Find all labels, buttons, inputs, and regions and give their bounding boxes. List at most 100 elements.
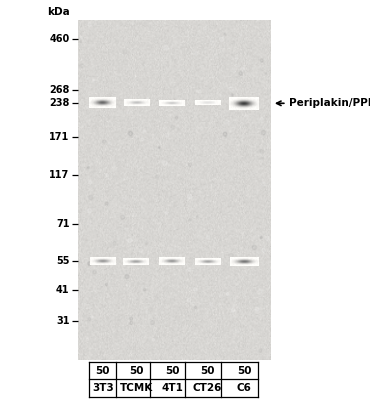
Circle shape — [137, 261, 138, 263]
Circle shape — [143, 130, 145, 132]
Circle shape — [89, 195, 93, 200]
Circle shape — [204, 27, 206, 30]
Circle shape — [87, 209, 91, 213]
Circle shape — [209, 302, 213, 306]
Text: 55: 55 — [56, 256, 70, 266]
Circle shape — [241, 68, 244, 70]
Circle shape — [260, 236, 262, 239]
Circle shape — [235, 329, 238, 333]
Circle shape — [239, 72, 242, 75]
Circle shape — [151, 321, 154, 325]
Circle shape — [123, 179, 125, 180]
Circle shape — [88, 262, 91, 266]
Circle shape — [171, 125, 175, 129]
Text: 50: 50 — [95, 366, 110, 376]
Circle shape — [93, 44, 96, 47]
Circle shape — [253, 331, 257, 335]
Circle shape — [88, 23, 91, 26]
Circle shape — [262, 248, 265, 252]
Circle shape — [134, 136, 137, 139]
Circle shape — [92, 79, 94, 81]
Circle shape — [112, 242, 116, 246]
Circle shape — [80, 64, 84, 68]
Circle shape — [187, 36, 189, 38]
Circle shape — [188, 194, 192, 199]
Text: 460: 460 — [49, 34, 70, 44]
Circle shape — [255, 307, 259, 311]
Text: 50: 50 — [237, 366, 251, 376]
Circle shape — [147, 252, 149, 254]
Circle shape — [252, 245, 256, 250]
Circle shape — [258, 290, 262, 294]
Circle shape — [206, 236, 210, 239]
Circle shape — [106, 174, 108, 177]
Circle shape — [235, 64, 238, 67]
Circle shape — [188, 268, 191, 272]
Circle shape — [196, 216, 198, 218]
Circle shape — [166, 134, 169, 137]
Circle shape — [187, 298, 191, 302]
Text: kDa: kDa — [47, 7, 70, 17]
Circle shape — [125, 274, 129, 279]
Text: TCMK: TCMK — [120, 383, 153, 393]
Circle shape — [112, 105, 116, 109]
Circle shape — [139, 249, 143, 253]
Circle shape — [261, 182, 265, 186]
Circle shape — [188, 163, 191, 166]
Circle shape — [132, 213, 136, 217]
Circle shape — [198, 90, 201, 93]
Text: C6: C6 — [237, 383, 252, 393]
Circle shape — [210, 215, 212, 218]
Circle shape — [240, 34, 242, 36]
Circle shape — [232, 69, 235, 73]
Circle shape — [144, 288, 146, 291]
Circle shape — [210, 41, 214, 46]
Text: 238: 238 — [49, 98, 70, 108]
Circle shape — [194, 52, 198, 55]
Circle shape — [147, 98, 149, 100]
Circle shape — [122, 196, 127, 201]
Text: 31: 31 — [56, 316, 70, 326]
Circle shape — [93, 276, 95, 278]
Circle shape — [226, 293, 229, 295]
Text: 4T1: 4T1 — [161, 383, 183, 393]
Circle shape — [265, 72, 266, 74]
Circle shape — [130, 321, 133, 325]
Circle shape — [240, 258, 243, 262]
Circle shape — [109, 178, 110, 180]
Circle shape — [147, 346, 150, 349]
Circle shape — [141, 138, 144, 141]
Circle shape — [81, 37, 83, 38]
Circle shape — [162, 161, 167, 165]
Circle shape — [245, 114, 248, 118]
Circle shape — [260, 118, 263, 120]
Text: 117: 117 — [49, 170, 70, 180]
Circle shape — [87, 166, 89, 169]
Circle shape — [155, 175, 158, 178]
Text: 171: 171 — [49, 132, 70, 142]
Circle shape — [133, 51, 136, 54]
Circle shape — [80, 41, 81, 42]
Circle shape — [105, 202, 108, 205]
Text: 71: 71 — [56, 219, 70, 229]
Circle shape — [194, 306, 196, 309]
Text: 50: 50 — [129, 366, 144, 376]
Circle shape — [128, 238, 132, 242]
Circle shape — [223, 132, 227, 136]
Circle shape — [89, 181, 92, 184]
Text: 268: 268 — [49, 85, 70, 95]
Circle shape — [88, 221, 91, 225]
Circle shape — [121, 215, 125, 219]
Circle shape — [131, 337, 135, 342]
Text: CT26: CT26 — [193, 383, 222, 393]
Circle shape — [145, 311, 147, 312]
Text: 50: 50 — [200, 366, 215, 376]
Circle shape — [164, 46, 168, 50]
Circle shape — [194, 288, 197, 291]
Circle shape — [130, 317, 132, 320]
Circle shape — [102, 140, 105, 143]
Circle shape — [231, 94, 233, 96]
Circle shape — [225, 120, 229, 124]
Circle shape — [165, 212, 168, 214]
Circle shape — [86, 338, 89, 341]
